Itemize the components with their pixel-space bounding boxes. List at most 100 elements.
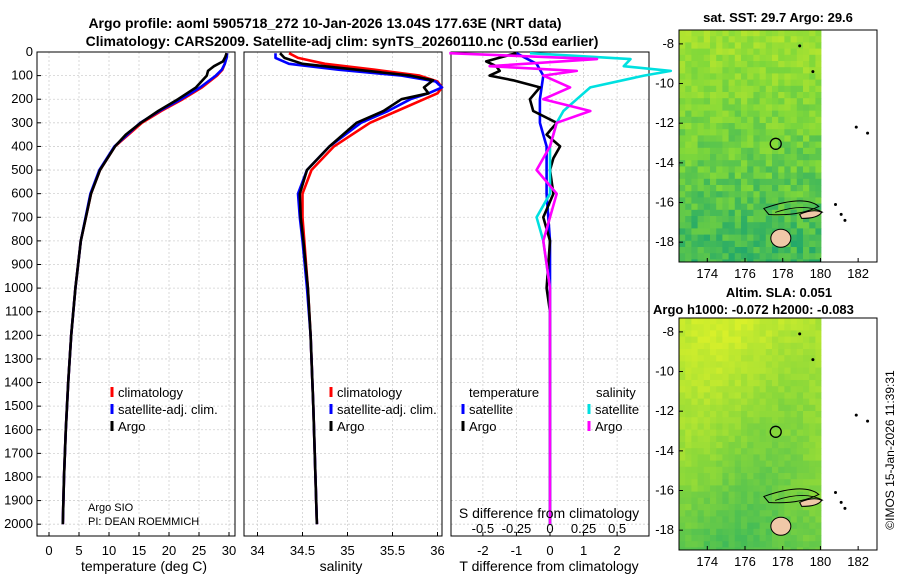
map-cell: [815, 30, 822, 37]
map-cell: [722, 42, 730, 50]
map-cell: [809, 54, 816, 62]
map-cell: [679, 234, 686, 242]
map-cell: [809, 228, 816, 236]
map-cell: [809, 398, 816, 406]
map-cell: [697, 417, 705, 424]
map-cell: [778, 373, 785, 381]
map-cell: [697, 324, 705, 331]
map-cell: [815, 528, 822, 536]
map-cell: [728, 191, 736, 198]
map-cell: [772, 330, 779, 338]
map-cell: [685, 259, 692, 262]
map-cell: [765, 222, 773, 229]
map-cell: [790, 129, 798, 136]
map-cell: [741, 48, 748, 56]
map-cell: [784, 216, 792, 223]
map-cell: [815, 454, 822, 462]
map-cell: [710, 79, 717, 87]
map-cell: [790, 516, 798, 524]
map-cell: [747, 361, 754, 369]
x-tick-label: 2: [614, 543, 621, 558]
map-cell: [778, 147, 785, 155]
map-cell: [697, 491, 705, 499]
map-cell: [753, 92, 761, 99]
map-cell: [710, 203, 717, 211]
map-cell: [685, 42, 692, 50]
map-cell: [803, 336, 810, 344]
map-cell: [772, 448, 779, 455]
map-cell: [790, 497, 798, 505]
y-tick-label: 1600: [4, 422, 33, 437]
map-cell: [747, 154, 754, 161]
map-cell: [753, 448, 761, 455]
map-cell: [716, 185, 723, 192]
map-cell: [691, 222, 699, 229]
map-cell: [790, 234, 798, 242]
map-cell: [722, 349, 730, 356]
map-cell: [772, 404, 779, 412]
map-cell: [803, 541, 810, 548]
map-cell: [697, 30, 705, 37]
sla-map-frame: [678, 317, 878, 551]
map-cell: [759, 67, 767, 74]
legend-sal-satellite-label: satellite: [595, 402, 639, 417]
map-cell: [753, 324, 761, 331]
map-cell: [728, 54, 736, 62]
map-cell: [796, 185, 804, 192]
map-cell: [697, 373, 705, 381]
map-cell: [716, 36, 723, 43]
map-cell: [809, 247, 816, 254]
map-cell: [703, 361, 711, 369]
map-cell: [803, 42, 810, 50]
map-cell: [778, 497, 785, 505]
map-cell: [703, 178, 711, 186]
small-island: [798, 44, 802, 48]
map-cell: [759, 497, 767, 505]
map-cell: [790, 466, 798, 474]
map-cell: [741, 373, 748, 381]
map-cell: [728, 135, 736, 143]
map-cell: [759, 392, 767, 400]
map-cell: [778, 380, 785, 387]
map-cell: [697, 386, 705, 393]
map-cell: [703, 535, 711, 542]
map-cell: [753, 516, 761, 524]
map-cell: [796, 392, 804, 400]
map-cell: [728, 61, 736, 68]
map-cell: [685, 497, 692, 505]
map-cell: [747, 129, 754, 136]
map-cell: [759, 234, 767, 242]
map-cell: [710, 355, 717, 362]
map-cell: [809, 535, 816, 542]
y-tick-label: 1800: [4, 469, 33, 484]
map-cell: [685, 392, 692, 400]
map-cell: [728, 355, 736, 362]
map-cell: [722, 423, 730, 431]
map-cell: [815, 504, 822, 511]
map-cell: [716, 349, 723, 356]
map-cell: [716, 473, 723, 480]
map-cell: [741, 336, 748, 344]
map-cell: [784, 79, 792, 87]
map-cell: [685, 197, 692, 205]
map-cell: [722, 429, 730, 437]
map-cell: [796, 479, 804, 486]
sst-map-frame: [678, 29, 878, 263]
map-cell: [809, 197, 816, 205]
map-cell: [710, 435, 717, 443]
map-cell: [796, 386, 804, 393]
map-cell: [722, 247, 730, 254]
map-cell: [815, 330, 822, 338]
map-cell: [772, 547, 779, 550]
map-cell: [815, 373, 822, 381]
map-cell: [790, 429, 798, 437]
map-cell: [803, 510, 810, 517]
map-cell: [765, 404, 773, 412]
map-cell: [815, 154, 822, 161]
map-cell: [815, 222, 822, 229]
map-cell: [691, 373, 699, 381]
map-cell: [784, 324, 792, 331]
island-vanua-levu: [799, 498, 823, 507]
island-viti-levu: [770, 228, 792, 248]
map-cell: [753, 466, 761, 474]
